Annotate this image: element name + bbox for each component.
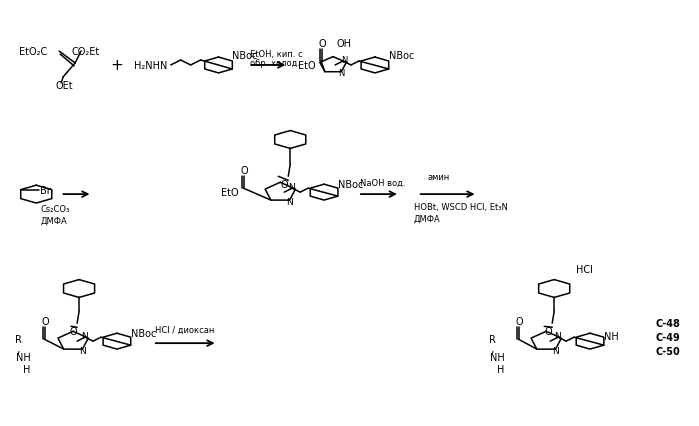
Text: O: O xyxy=(280,180,288,190)
Text: R: R xyxy=(489,334,496,344)
Text: O: O xyxy=(318,39,326,49)
Text: С-48: С-48 xyxy=(656,319,681,328)
Text: H: H xyxy=(498,364,505,374)
Text: OH: OH xyxy=(336,39,351,49)
Text: NH: NH xyxy=(16,352,31,362)
Text: Br: Br xyxy=(40,185,50,195)
Text: +: + xyxy=(110,58,123,73)
Text: N: N xyxy=(288,182,295,191)
Text: HOBt, WSCD HCl, Et₃N: HOBt, WSCD HCl, Et₃N xyxy=(414,202,507,211)
Text: EtOH, кип. с: EtOH, кип. с xyxy=(250,49,303,58)
Text: NBoc: NBoc xyxy=(131,328,157,338)
Text: O: O xyxy=(545,326,552,337)
Text: OEt: OEt xyxy=(55,81,73,91)
Text: EtO: EtO xyxy=(298,61,316,71)
Text: H: H xyxy=(23,364,31,374)
Text: O: O xyxy=(515,317,523,326)
Text: NBoc: NBoc xyxy=(389,51,415,61)
Text: O: O xyxy=(69,326,77,337)
Text: NBoc: NBoc xyxy=(338,180,363,190)
Text: O: O xyxy=(41,317,49,326)
Text: обр. холод.: обр. холод. xyxy=(250,59,301,68)
Text: амин: амин xyxy=(428,173,450,181)
Text: N: N xyxy=(341,56,347,65)
Text: HCl / диоксан: HCl / диоксан xyxy=(155,325,215,334)
Text: NaOH вод.: NaOH вод. xyxy=(360,178,405,187)
Text: ,: , xyxy=(491,344,494,354)
Text: CO₂Et: CO₂Et xyxy=(71,47,99,57)
Text: O: O xyxy=(240,166,248,176)
Text: N: N xyxy=(554,331,561,340)
Text: N: N xyxy=(552,346,559,355)
Text: EtO₂C: EtO₂C xyxy=(20,47,48,57)
Text: HCl: HCl xyxy=(576,264,593,274)
Text: R: R xyxy=(15,334,22,344)
Text: С-49: С-49 xyxy=(656,332,681,343)
Text: N: N xyxy=(81,331,88,340)
Text: Cs₂CO₃: Cs₂CO₃ xyxy=(41,204,70,213)
Text: NBoc: NBoc xyxy=(233,51,258,61)
Text: N: N xyxy=(338,69,345,78)
Text: EtO: EtO xyxy=(220,188,238,198)
Text: H₂NHN: H₂NHN xyxy=(134,61,167,71)
Text: С-50: С-50 xyxy=(656,346,681,356)
Text: NH: NH xyxy=(491,352,505,362)
Text: NH: NH xyxy=(604,331,619,341)
Text: ДМФА: ДМФА xyxy=(41,216,67,225)
Text: N: N xyxy=(79,346,86,355)
Text: ,: , xyxy=(16,344,20,354)
Text: ДМФА: ДМФА xyxy=(414,214,440,223)
Text: N: N xyxy=(287,197,293,206)
